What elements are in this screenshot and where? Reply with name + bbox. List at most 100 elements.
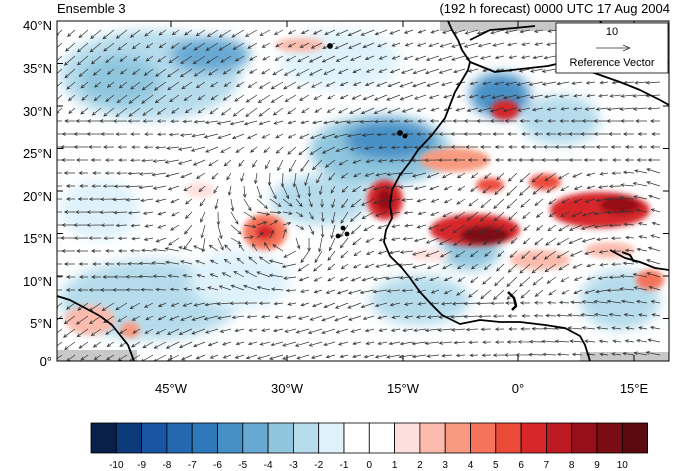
- wind-arrow: [533, 119, 543, 123]
- wind-arrow: [268, 259, 284, 265]
- wind-arrow: [352, 341, 362, 346]
- wind-arrow: [100, 132, 114, 136]
- wind-arrow: [619, 196, 635, 200]
- wind-arrow: [223, 159, 232, 167]
- wind-arrow: [340, 263, 349, 270]
- wind-arrow: [205, 42, 219, 51]
- wind-arrow: [519, 185, 531, 196]
- wind-arrow: [374, 29, 388, 36]
- wind-arrow: [541, 158, 556, 162]
- wind-arrow: [64, 119, 75, 123]
- wind-arrow: [365, 159, 375, 164]
- wind-arrow: [234, 94, 245, 102]
- wind-arrow: [61, 223, 75, 227]
- wind-arrow: [391, 42, 401, 47]
- wind-arrow: [130, 223, 141, 228]
- wind-arrow: [457, 263, 466, 270]
- wind-arrow: [428, 42, 440, 48]
- wind-arrow: [416, 198, 427, 203]
- wind-arrow: [451, 55, 466, 61]
- wind-arrow: [61, 158, 75, 162]
- wind-arrow: [465, 145, 478, 149]
- wind-arrow: [651, 313, 661, 317]
- lat-label: 5°N: [30, 316, 52, 331]
- wind-arrow: [494, 340, 505, 344]
- wind-arrow: [593, 299, 609, 304]
- wind-arrow: [229, 120, 245, 126]
- wind-arrow: [479, 145, 491, 149]
- wind-arrow: [572, 107, 583, 111]
- wind-arrow: [648, 194, 661, 200]
- wind-arrow: [75, 210, 89, 214]
- wind-arrow: [245, 107, 258, 117]
- wind-arrow: [115, 302, 128, 311]
- wind-arrow: [67, 94, 76, 102]
- wind-arrow: [528, 81, 544, 87]
- wind-arrow: [328, 172, 336, 181]
- wind-arrow: [547, 119, 556, 123]
- wind-arrow: [57, 42, 63, 50]
- wind-arrow: [208, 68, 219, 76]
- wind-arrow: [509, 224, 518, 232]
- wind-arrow: [153, 81, 167, 91]
- wind-arrow: [375, 172, 388, 177]
- wind-arrow: [106, 68, 115, 75]
- wind-arrow: [318, 185, 323, 196]
- wind-arrow: [243, 211, 257, 220]
- wind-arrow: [191, 328, 206, 335]
- wind-arrow: [77, 288, 88, 292]
- wind-arrow: [145, 55, 154, 62]
- wind-arrow: [324, 159, 336, 168]
- wind-arrow: [167, 185, 180, 191]
- wind-arrow: [401, 107, 414, 113]
- wind-arrow: [102, 275, 115, 279]
- wind-arrow: [120, 68, 128, 75]
- wind-arrow: [118, 158, 128, 162]
- wind-arrow: [196, 273, 206, 278]
- wind-arrow: [155, 287, 167, 292]
- wind-arrow: [450, 315, 466, 319]
- wind-arrow: [249, 68, 258, 74]
- wind-arrow: [378, 237, 388, 242]
- wind-arrow: [252, 159, 258, 168]
- wind-arrow: [506, 185, 518, 196]
- wind-arrow: [606, 107, 622, 112]
- wind-arrow: [171, 211, 180, 217]
- wind-arrow: [223, 258, 232, 265]
- wind-arrow: [295, 237, 301, 250]
- wind-arrow: [595, 107, 609, 111]
- colorbar-swatch: [571, 422, 598, 454]
- wind-arrow: [493, 198, 505, 210]
- wind-arrow: [624, 145, 634, 149]
- wind-arrow: [67, 29, 76, 37]
- wind-arrow: [599, 352, 609, 357]
- colorbar-swatch: [318, 422, 345, 454]
- wind-arrow: [335, 328, 349, 334]
- wind-arrow: [532, 55, 544, 60]
- wind-arrow: [450, 145, 465, 149]
- wind-arrow: [556, 81, 570, 86]
- wind-arrow: [581, 119, 595, 123]
- wind-arrow: [443, 289, 453, 295]
- wind-arrow: [221, 272, 232, 278]
- wind-arrow: [439, 42, 453, 48]
- wind-arrow: [287, 120, 297, 125]
- wind-arrow: [261, 328, 271, 332]
- wind-arrow: [60, 145, 75, 149]
- wind-arrow: [428, 94, 440, 99]
- wind-arrow: [207, 341, 219, 347]
- wind-arrow: [223, 81, 232, 87]
- wind-arrow: [238, 159, 245, 167]
- wind-arrow: [572, 172, 583, 178]
- wind-arrow: [63, 262, 75, 266]
- wind-arrow: [647, 158, 660, 162]
- wind-arrow: [403, 119, 414, 123]
- wind-arrow: [451, 301, 466, 306]
- wind-arrow: [583, 158, 595, 162]
- wind-arrow: [390, 145, 401, 150]
- wind-arrow: [105, 94, 115, 103]
- wind-arrow: [195, 354, 206, 360]
- wind-arrow: [497, 237, 505, 245]
- wind-arrow: [480, 55, 492, 60]
- wind-arrow: [480, 289, 492, 300]
